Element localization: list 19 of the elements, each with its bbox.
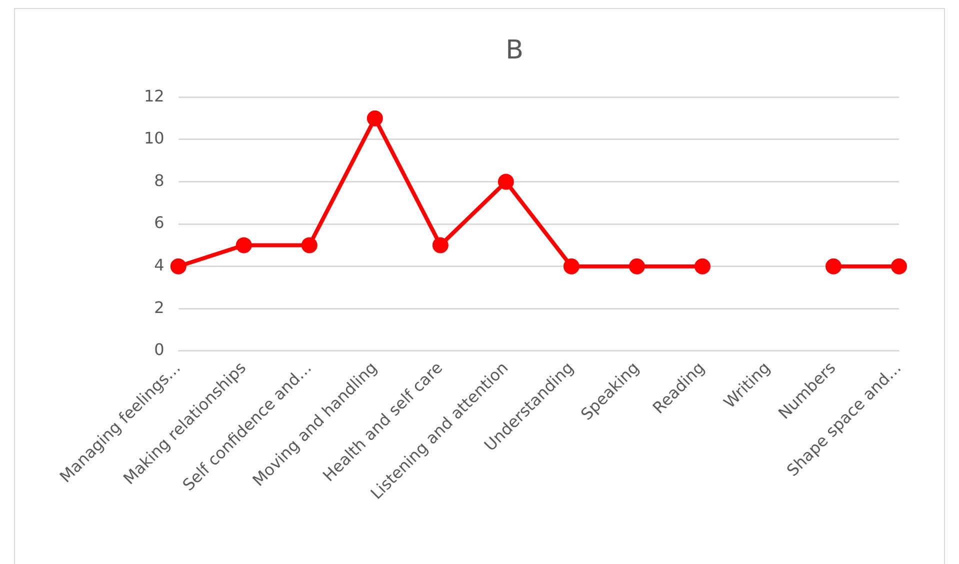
y-tick-label: 2 [154,298,164,317]
point [301,237,318,254]
y-tick-label: 6 [154,213,164,232]
y-tick-label: 4 [154,256,164,275]
point [563,258,580,274]
y-tick-label: 10 [144,128,164,148]
point [432,237,448,254]
y-tick-label: 0 [154,340,164,360]
y-tick-label: 8 [154,170,164,190]
point [825,258,842,274]
chart-title: B [506,35,524,66]
point [366,110,383,126]
point [891,258,907,274]
y-tick-label: 12 [144,86,164,106]
point [498,174,514,190]
point [236,237,252,254]
point [170,258,186,274]
point [628,258,645,274]
point [694,258,710,274]
